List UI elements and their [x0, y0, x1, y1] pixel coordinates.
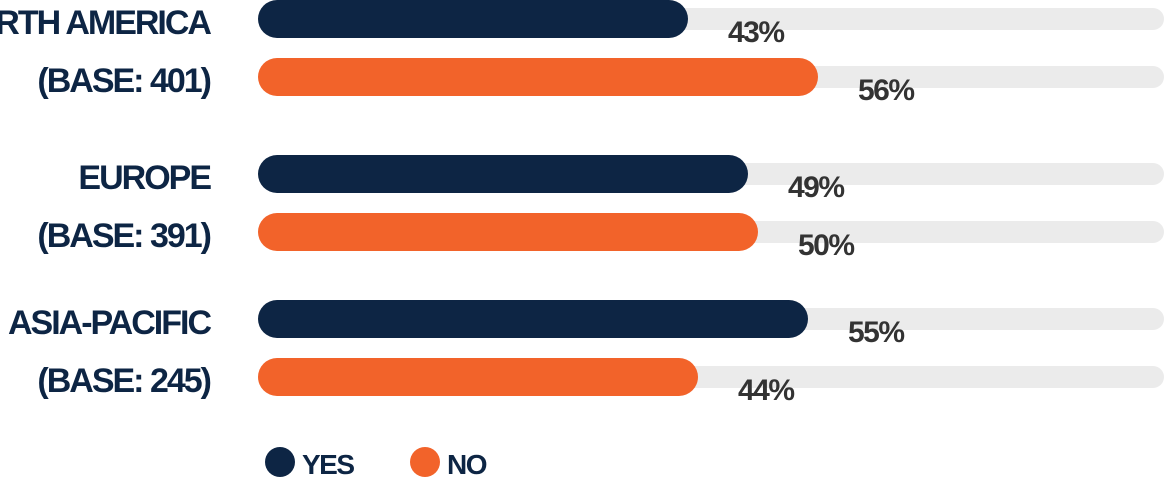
category-labels: NORTH AMERICA (BASE: 401) EUROPE (BASE: 391…: [0, 4, 213, 400]
bar-yes: [258, 155, 748, 193]
legend-label-yes: YES: [302, 449, 354, 480]
bars: [258, 0, 818, 396]
value-label: 43%: [728, 16, 784, 49]
value-label: 55%: [848, 316, 904, 349]
legend-swatch-yes: [265, 447, 295, 477]
legend: YES NO: [265, 447, 488, 480]
bar-no: [258, 213, 758, 251]
category-label-line1: EUROPE: [78, 159, 211, 197]
value-label: 49%: [788, 171, 844, 204]
category-label-line2: (BASE: 391): [37, 217, 210, 255]
legend-label-no: NO: [447, 449, 487, 480]
category-label-line2: (BASE: 401): [37, 62, 210, 100]
bar-yes: [258, 300, 808, 338]
bar-yes: [258, 0, 688, 38]
bar-no: [258, 358, 698, 396]
bar-no: [258, 58, 818, 96]
value-label: 50%: [798, 229, 854, 262]
legend-swatch-no: [410, 447, 440, 477]
value-label: 56%: [858, 74, 914, 107]
category-label-line1: ASIA-PACIFIC: [8, 304, 211, 342]
value-label: 44%: [738, 374, 794, 407]
category-label-line2: (BASE: 245): [37, 362, 210, 400]
category-label-line1: NORTH AMERICA: [0, 4, 211, 42]
value-labels: 43% 56% 49% 50% 55% 44%: [728, 16, 916, 407]
